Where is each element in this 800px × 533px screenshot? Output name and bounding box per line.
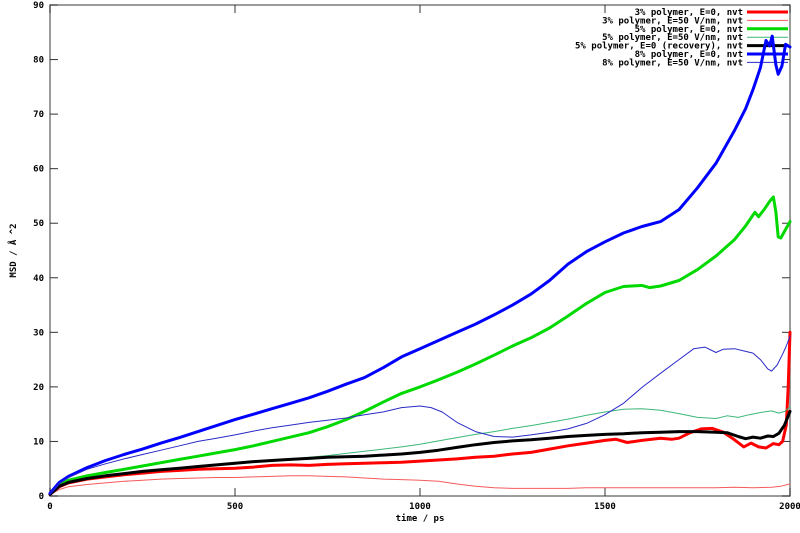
x-tick-label: 2000 [779, 502, 800, 512]
series-line-3 [49, 406, 791, 495]
series-line-5 [48, 34, 792, 495]
series-line-6 [49, 335, 791, 495]
y-tick-label: 50 [33, 219, 44, 229]
legend-label: 5% polymer, E=0 (recovery), nvt [575, 42, 743, 52]
y-tick-label: 90 [33, 1, 44, 11]
x-tick-label: 1000 [409, 502, 431, 512]
y-tick-label: 70 [33, 110, 44, 120]
x-tick-label: 500 [227, 502, 243, 512]
legend-label: 5% polymer, E=0, nvt [635, 25, 743, 35]
legend-label: 8% polymer, E=50 V/nm, nvt [602, 58, 743, 68]
legend-label: 8% polymer, E=0, nvt [635, 50, 743, 60]
series-line-0 [48, 330, 792, 496]
plot-border [49, 4, 791, 497]
y-tick-label: 40 [33, 274, 44, 284]
y-tick-label: 80 [33, 56, 44, 66]
y-tick-label: 10 [33, 437, 44, 447]
x-axis-label: time / ps [396, 513, 445, 524]
y-tick-label: 60 [33, 165, 44, 175]
legend-label: 5% polymer, E=50 V/nm, nvt [602, 33, 743, 43]
series-line-2 [48, 195, 792, 496]
series-line-4 [48, 409, 792, 496]
series-line-1 [49, 475, 791, 496]
y-axis-label: MSD / Å ^2 [8, 223, 19, 277]
y-tick-label: 30 [33, 328, 44, 338]
y-tick-label: 0 [39, 492, 44, 502]
x-tick-label: 1500 [594, 502, 616, 512]
legend-label: 3% polymer, E=50 V/nm, nvt [602, 16, 743, 26]
x-tick-label: 0 [47, 502, 52, 512]
y-tick-label: 20 [33, 383, 44, 393]
legend-label: 3% polymer, E=0, nvt [635, 8, 743, 18]
